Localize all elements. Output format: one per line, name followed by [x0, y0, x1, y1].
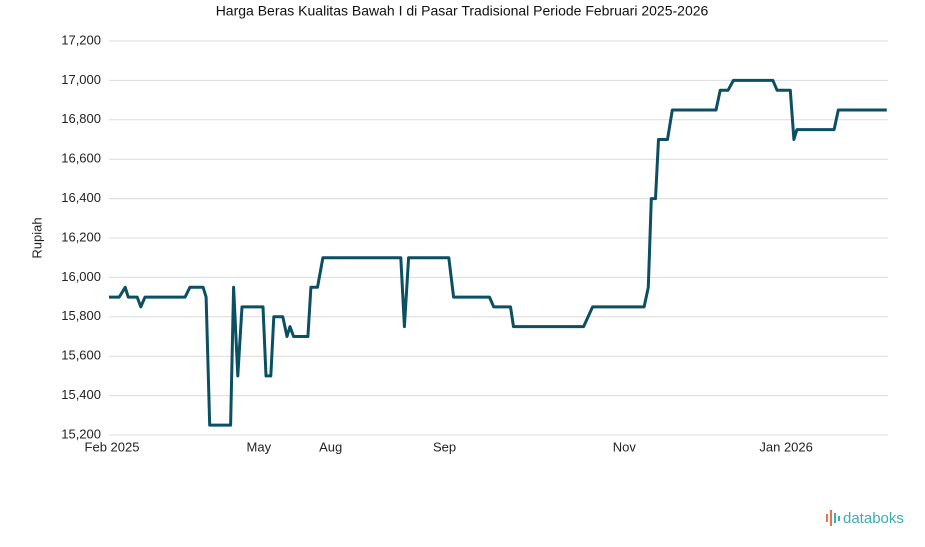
- y-tick-label: 16,400: [61, 190, 101, 205]
- x-tick-label: Feb 2025: [85, 439, 140, 454]
- x-tick-label: Sep: [433, 439, 456, 454]
- y-tick-label: 15,200: [61, 426, 101, 441]
- y-tick-label: 16,000: [61, 269, 101, 284]
- x-tick-label: Nov: [613, 439, 637, 454]
- y-tick-label: 16,200: [61, 229, 101, 244]
- y-tick-label: 15,600: [61, 348, 101, 363]
- x-tick-label: Aug: [319, 439, 342, 454]
- y-tick-label: 17,000: [61, 72, 101, 87]
- brand-icon: [826, 510, 840, 526]
- brand: databoks: [843, 510, 904, 527]
- y-tick-label: 15,400: [61, 387, 101, 402]
- x-tick-label: Jan 2026: [759, 439, 813, 454]
- y-tick-label: 16,800: [61, 111, 101, 126]
- y-tick-label: 17,200: [61, 32, 101, 47]
- y-axis-label: Rupiah: [29, 217, 44, 258]
- y-tick-label: 15,800: [61, 308, 101, 323]
- y-tick-label: 16,600: [61, 151, 101, 166]
- line: [109, 78, 887, 427]
- chart-title: Harga Beras Kualitas Bawah I di Pasar Tr…: [216, 3, 709, 19]
- x-tick-label: May: [247, 439, 272, 454]
